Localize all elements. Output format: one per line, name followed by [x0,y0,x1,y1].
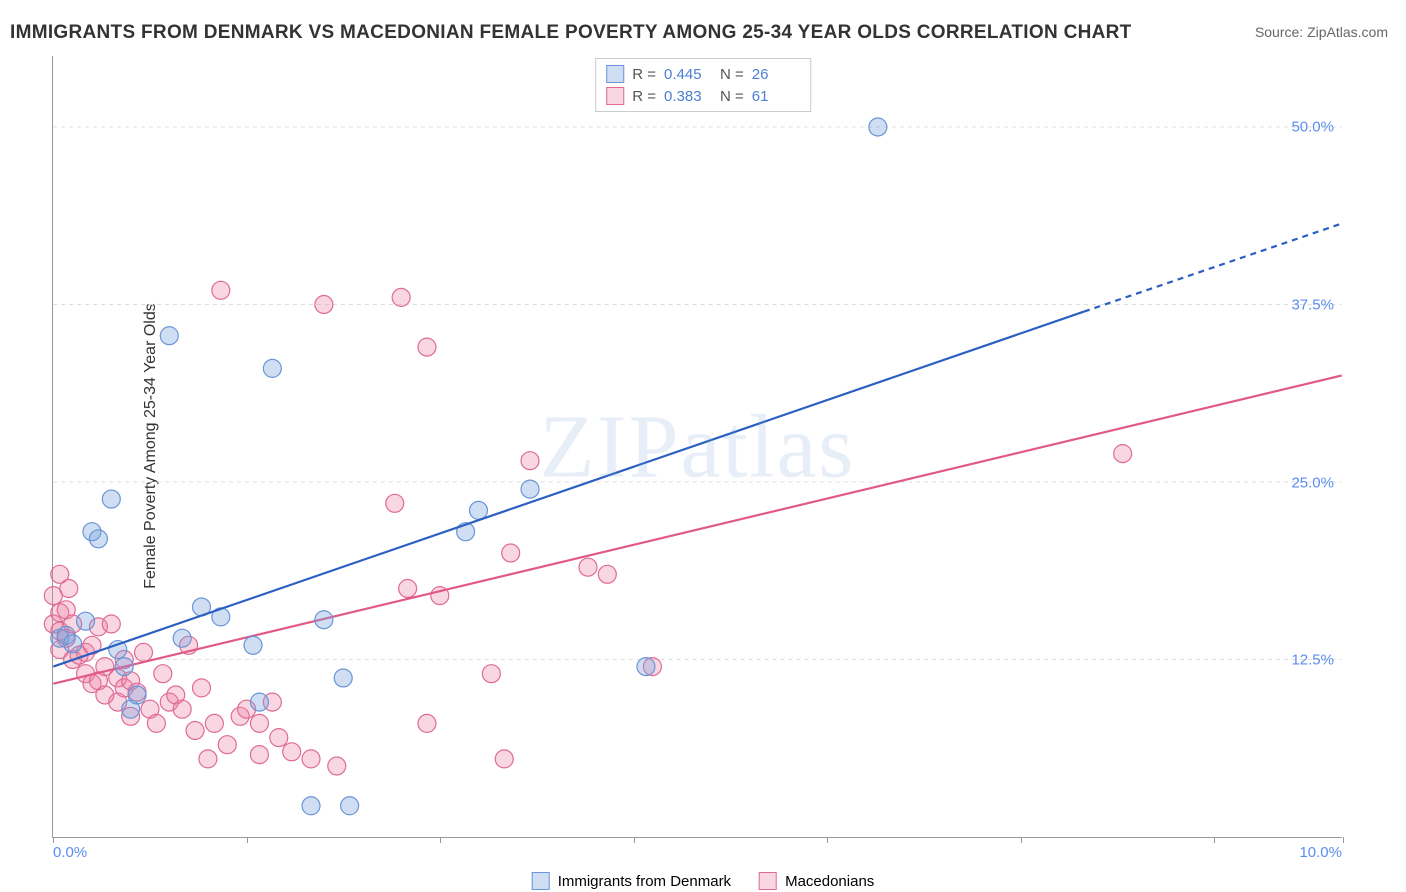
legend-bottom-swatch-1 [759,872,777,890]
y-tick-label: 25.0% [1291,474,1334,491]
r-value-1: 0.383 [664,88,712,105]
series-legend: Immigrants from Denmark Macedonians [532,872,875,890]
source-link[interactable]: ZipAtlas.com [1307,24,1388,40]
x-axis-min-label: 0.0% [53,844,87,861]
n-label: N = [720,88,744,105]
r-value-0: 0.445 [664,66,712,83]
legend-swatch-0 [606,65,624,83]
chart-svg [53,56,1342,837]
x-tick [247,837,248,843]
legend-row-series-0: R = 0.445 N = 26 [606,63,800,85]
x-tick [53,837,54,843]
y-tick-label: 12.5% [1291,652,1334,669]
chart-title: IMMIGRANTS FROM DENMARK VS MACEDONIAN FE… [10,22,1132,44]
x-tick [1021,837,1022,843]
legend-bottom-swatch-0 [532,872,550,890]
legend-bottom-label-0: Immigrants from Denmark [558,873,731,890]
r-label: R = [632,88,656,105]
n-value-1: 61 [752,88,800,105]
x-tick [827,837,828,843]
n-label: N = [720,66,744,83]
legend-item-0: Immigrants from Denmark [532,872,731,890]
source-label: Source: [1255,24,1303,40]
r-label: R = [632,66,656,83]
y-tick-label: 50.0% [1291,119,1334,136]
x-axis-max-label: 10.0% [1299,844,1342,861]
x-tick [1214,837,1215,843]
legend-item-1: Macedonians [759,872,874,890]
legend-bottom-label-1: Macedonians [785,873,874,890]
y-tick-label: 37.5% [1291,296,1334,313]
legend-swatch-1 [606,87,624,105]
x-tick [634,837,635,843]
legend-row-series-1: R = 0.383 N = 61 [606,85,800,107]
n-value-0: 26 [752,66,800,83]
plot-area: ZIPatlas 0.0% 10.0% 12.5%25.0%37.5%50.0% [52,56,1342,838]
correlation-legend: R = 0.445 N = 26 R = 0.383 N = 61 [595,58,811,112]
x-tick [1343,837,1344,843]
x-tick [440,837,441,843]
source-attribution: Source: ZipAtlas.com [1255,24,1388,40]
